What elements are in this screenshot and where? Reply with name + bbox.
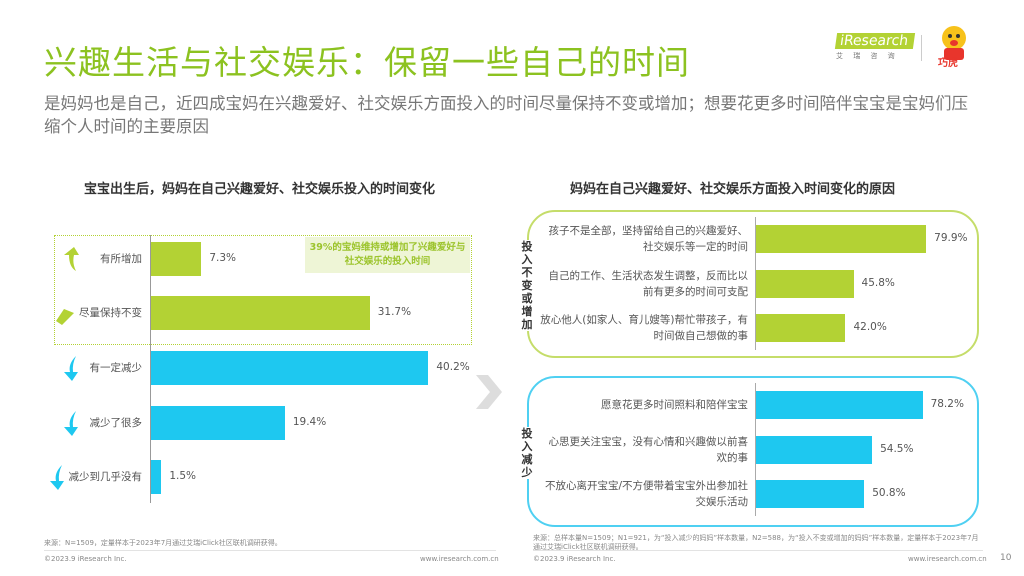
right-axis-top xyxy=(755,217,756,350)
data-label: 19.4% xyxy=(292,416,327,428)
annotation-callout: 39%的宝妈维持或增加了兴趣爱好与社交娱乐的投入时间 xyxy=(305,237,470,273)
page-subtitle: 是妈妈也是自己，近四成宝妈在兴趣爱好、社交娱乐方面投入的时间尽量保持不变或增加；… xyxy=(44,94,968,136)
svg-text:巧虎: 巧虎 xyxy=(938,56,958,68)
url-right[interactable]: www.iresearch.com.cn xyxy=(908,555,987,563)
arrow-down-icon xyxy=(46,463,66,491)
left-axis xyxy=(150,235,151,503)
category-label: 有所增加 xyxy=(100,253,142,265)
category-label: 减少了很多 xyxy=(89,417,143,429)
mascot-logo: 巧虎 xyxy=(938,26,966,68)
data-label: 45.8% xyxy=(861,277,895,289)
bar xyxy=(151,351,429,385)
bar xyxy=(151,406,285,440)
bar xyxy=(756,270,854,298)
source-right: 来源：总样本量N=1509；N1=921，为“投入减少的妈妈”样本数量，N2=5… xyxy=(533,534,979,551)
bar xyxy=(756,225,927,253)
data-label: 1.5% xyxy=(169,470,197,482)
data-label: 79.9% xyxy=(934,232,968,244)
bar xyxy=(756,480,865,508)
logo-divider xyxy=(921,35,922,61)
data-label: 40.2% xyxy=(436,361,470,373)
url-left[interactable]: www.iresearch.com.cn xyxy=(420,555,499,563)
category-label: 愿意花更多时间照料和陪伴宝宝 xyxy=(601,399,748,411)
logo-subtext: 艾 瑞 咨 询 xyxy=(836,52,899,60)
copyright-left: ©2023.9 iResearch Inc. xyxy=(44,555,127,563)
category-label: 减少到几乎没有 xyxy=(68,471,143,483)
category-label: 孩子不是全部，坚持留给自己的兴趣爱好、社交娱乐等一定的时间 xyxy=(548,225,749,253)
page-title: 兴趣生活与社交娱乐：保留一些自己的时间 xyxy=(44,43,690,82)
data-label: 31.7% xyxy=(377,306,412,318)
bar xyxy=(151,296,370,330)
left-chart-title: 宝宝出生后，妈妈在自己兴趣爱好、社交娱乐投入的时间变化 xyxy=(84,182,436,197)
logo-text: iResearch xyxy=(834,33,916,49)
iresearch-logo: iResearch 艾 瑞 咨 询 xyxy=(834,33,916,61)
data-label: 42.0% xyxy=(853,321,887,333)
source-left: 来源：N=1509，定量样本于2023年7月通过艾瑞iClick社区联机调研获得… xyxy=(44,539,282,547)
chevron-right-icon xyxy=(476,375,502,409)
category-label: 有一定减少 xyxy=(89,362,143,374)
data-label: 50.8% xyxy=(872,487,906,499)
right-chart-title: 妈妈在自己兴趣爱好、社交娱乐方面投入时间变化的原因 xyxy=(570,182,896,197)
category-label: 心思更关注宝宝，没有心情和兴趣做以前喜欢的事 xyxy=(548,436,749,464)
footer-divider-right xyxy=(533,550,983,551)
data-label: 54.5% xyxy=(880,443,914,455)
group-label-decrease: 投入减少 xyxy=(520,427,534,479)
copyright-right: ©2023.9 iResearch Inc. xyxy=(533,555,616,563)
bar xyxy=(151,242,202,276)
footer-divider-left xyxy=(44,550,496,551)
right-axis-bottom xyxy=(755,383,756,516)
page-number: 10 xyxy=(1000,553,1012,563)
arrow-down-icon xyxy=(60,354,80,382)
arrow-down-icon xyxy=(60,409,80,437)
data-label: 78.2% xyxy=(930,398,964,410)
arrow-up-icon xyxy=(60,245,80,273)
bar xyxy=(151,460,162,494)
arrow-right-icon xyxy=(54,299,74,327)
group-label-increase: 投入不变或增加 xyxy=(520,240,534,331)
data-label: 7.3% xyxy=(209,252,237,264)
bar xyxy=(756,391,923,419)
bar xyxy=(756,314,846,342)
category-label: 自己的工作、生活状态发生调整，反而比以前有更多的时间可支配 xyxy=(548,270,749,298)
category-label: 放心他人(如家人、育儿嫂等)帮忙带孩子，有时间做自己想做的事 xyxy=(540,314,748,342)
category-label: 不放心离开宝宝/不方便带着宝宝外出参加社交娱乐活动 xyxy=(544,480,748,508)
category-label: 尽量保持不变 xyxy=(79,307,142,319)
highlight-box xyxy=(54,235,472,345)
bar xyxy=(756,436,873,464)
